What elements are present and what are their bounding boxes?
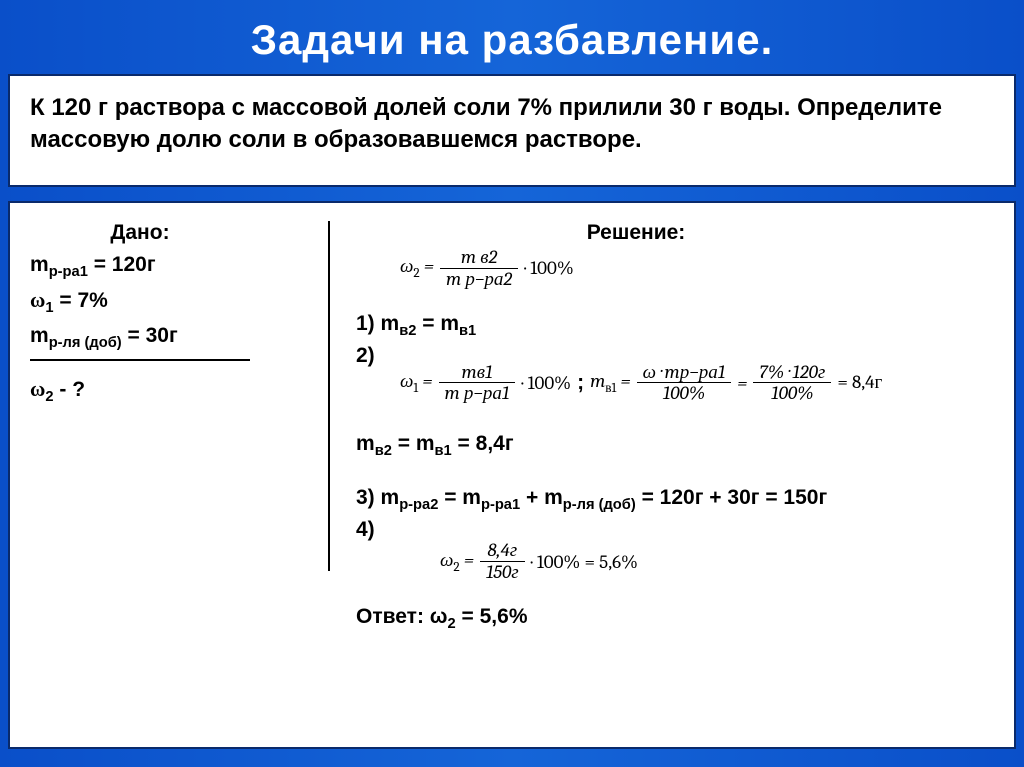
step-3: 3) mр-ра2 = mр-ра1 + mр-ля (доб) = 120г … — [356, 484, 994, 516]
answer-line: Ответ: ω2 = 5,6% — [356, 605, 994, 632]
problem-text: К 120 г раствора с массовой долей соли 7… — [30, 94, 942, 153]
given-divider — [30, 359, 250, 361]
formula-omega2-def: ω2 = m в2m р−ра2 · 100% — [400, 247, 994, 290]
formula-step4: ω2 = 8,4г150г · 100% = 5,6% — [440, 540, 994, 583]
solution-box: Дано: mр-ра1 = 120г ω1 = 7% mр-ля (доб) … — [8, 201, 1016, 749]
slide-title: Задачи на разбавление. — [0, 0, 1024, 74]
given-header: Дано: — [30, 221, 250, 245]
problem-statement-box: К 120 г раствора с массовой долей соли 7… — [8, 74, 1016, 187]
given-column: Дано: mр-ра1 = 120г ω1 = 7% mр-ля (доб) … — [30, 221, 330, 633]
given-line-2: ω1 = 7% — [30, 284, 316, 320]
step-1: 1) mв2 = mв1 — [356, 310, 994, 342]
given-line-3: mр-ля (доб) = 30г — [30, 320, 316, 355]
divider-line — [328, 221, 330, 571]
unknown-line: ω2 - ? — [30, 373, 316, 409]
formula-step2: ω1 = mв1m р−ра1 · 100% ; mв1 = ω · mр−ра… — [400, 362, 994, 405]
given-line-1: mр-ра1 = 120г — [30, 249, 316, 284]
step-4: 4) — [356, 518, 994, 542]
solution-column: Решение: ω2 = m в2m р−ра2 · 100% 1) mв2 … — [330, 221, 994, 633]
step-mv-eq: mв2 = mв1 = 8,4г — [356, 430, 994, 462]
solution-header: Решение: — [356, 221, 916, 245]
